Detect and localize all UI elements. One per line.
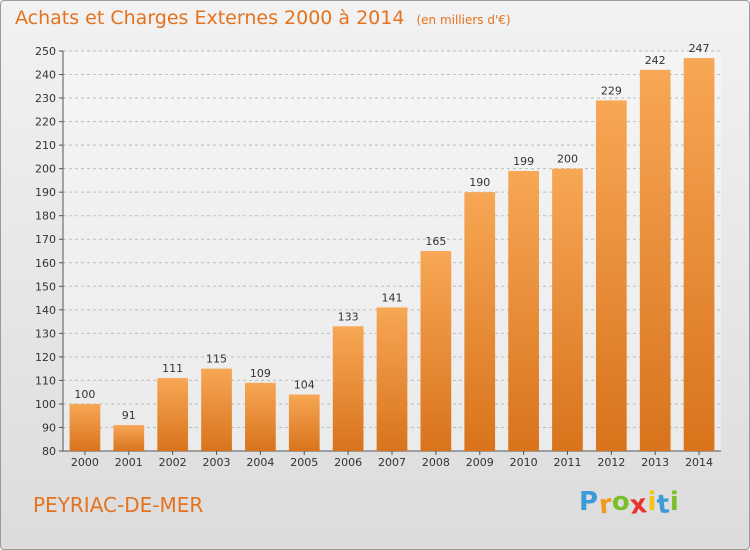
x-tick-label: 2014 xyxy=(685,456,713,469)
data-label: 111 xyxy=(162,362,183,375)
bar-2003 xyxy=(201,368,232,451)
y-tick-label: 180 xyxy=(35,210,56,223)
x-tick-label: 2008 xyxy=(422,456,450,469)
title-row: Achats et Charges Externes 2000 à 2014 (… xyxy=(15,7,511,37)
chart-subtitle: (en milliers d'€) xyxy=(416,13,511,27)
y-tick-label: 170 xyxy=(35,233,56,246)
bar-2013 xyxy=(639,69,671,451)
logo-letter: P xyxy=(579,487,599,517)
data-label: 100 xyxy=(74,388,95,401)
y-tick-label: 160 xyxy=(35,257,56,270)
y-tick-label: 100 xyxy=(35,398,56,411)
y-tick-label: 110 xyxy=(35,374,56,387)
x-tick-label: 2004 xyxy=(246,456,274,469)
logo-letter: o xyxy=(611,487,631,517)
y-tick-label: 120 xyxy=(35,351,56,364)
x-tick-label: 2013 xyxy=(641,456,669,469)
x-tick-label: 2006 xyxy=(334,456,362,469)
y-tick-label: 230 xyxy=(35,92,56,105)
data-label: 247 xyxy=(689,42,710,55)
bar-2002 xyxy=(157,378,189,451)
y-tick-label: 240 xyxy=(35,69,56,82)
x-tick-label: 2000 xyxy=(71,456,99,469)
y-tick-label: 140 xyxy=(35,304,56,317)
data-label: 242 xyxy=(645,54,666,67)
data-label: 200 xyxy=(557,153,578,166)
data-labels: 100 91 111 115 109 104 133 141 165 190 199 200 229 24… xyxy=(74,42,709,422)
bar-2009 xyxy=(464,192,496,452)
x-tick-label: 2001 xyxy=(115,456,143,469)
x-tick-label: 2003 xyxy=(203,456,231,469)
x-tick-label: 2009 xyxy=(466,456,494,469)
y-tick-label: 220 xyxy=(35,116,56,129)
data-label: 165 xyxy=(425,235,446,248)
y-tick-label: 190 xyxy=(35,186,56,199)
x-tick-label: 2012 xyxy=(597,456,625,469)
bar-2010 xyxy=(508,171,539,451)
bar-2008 xyxy=(420,251,452,451)
x-tick-label: 2007 xyxy=(378,456,406,469)
logo-letter: i xyxy=(647,487,657,517)
x-tick-label: 2002 xyxy=(159,456,187,469)
data-label: 91 xyxy=(122,409,136,422)
y-tick-label: 150 xyxy=(35,280,56,293)
commune-name: PEYRIAC-DE-MER xyxy=(33,493,204,517)
bar-2012 xyxy=(595,100,627,451)
x-tick-label: 2010 xyxy=(510,456,538,469)
logo-letter: i xyxy=(669,487,680,517)
data-label: 229 xyxy=(601,84,622,97)
y-tick-label: 80 xyxy=(42,445,56,458)
bar-2004 xyxy=(245,382,276,451)
y-tick-label: 210 xyxy=(35,139,56,152)
bar-2001 xyxy=(113,425,145,451)
y-tick-label: 90 xyxy=(42,421,56,434)
data-label: 133 xyxy=(338,310,359,323)
bar-2000 xyxy=(69,403,101,451)
bar-2005 xyxy=(288,394,320,451)
y-tick-label: 130 xyxy=(35,327,56,340)
bar-2006 xyxy=(332,326,364,451)
bars xyxy=(69,58,715,452)
data-label: 104 xyxy=(294,379,315,392)
logo-letter: r xyxy=(597,489,614,521)
bar-2007 xyxy=(376,307,408,451)
data-label: 141 xyxy=(382,291,403,304)
x-tick-label: 2005 xyxy=(290,456,318,469)
data-label: 115 xyxy=(206,353,227,366)
x-tick-label: 2011 xyxy=(553,456,581,469)
data-label: 190 xyxy=(469,176,490,189)
data-label: 199 xyxy=(513,155,534,168)
y-tick-label: 200 xyxy=(35,163,56,176)
y-tick-label: 250 xyxy=(35,45,56,58)
chart-title: Achats et Charges Externes 2000 à 2014 xyxy=(15,7,405,29)
bar-2014 xyxy=(683,58,715,451)
bar-2011 xyxy=(552,168,583,451)
data-label: 109 xyxy=(250,367,271,380)
proxiti-logo: Proxiti xyxy=(579,487,679,523)
logo-letter: x xyxy=(628,489,650,521)
